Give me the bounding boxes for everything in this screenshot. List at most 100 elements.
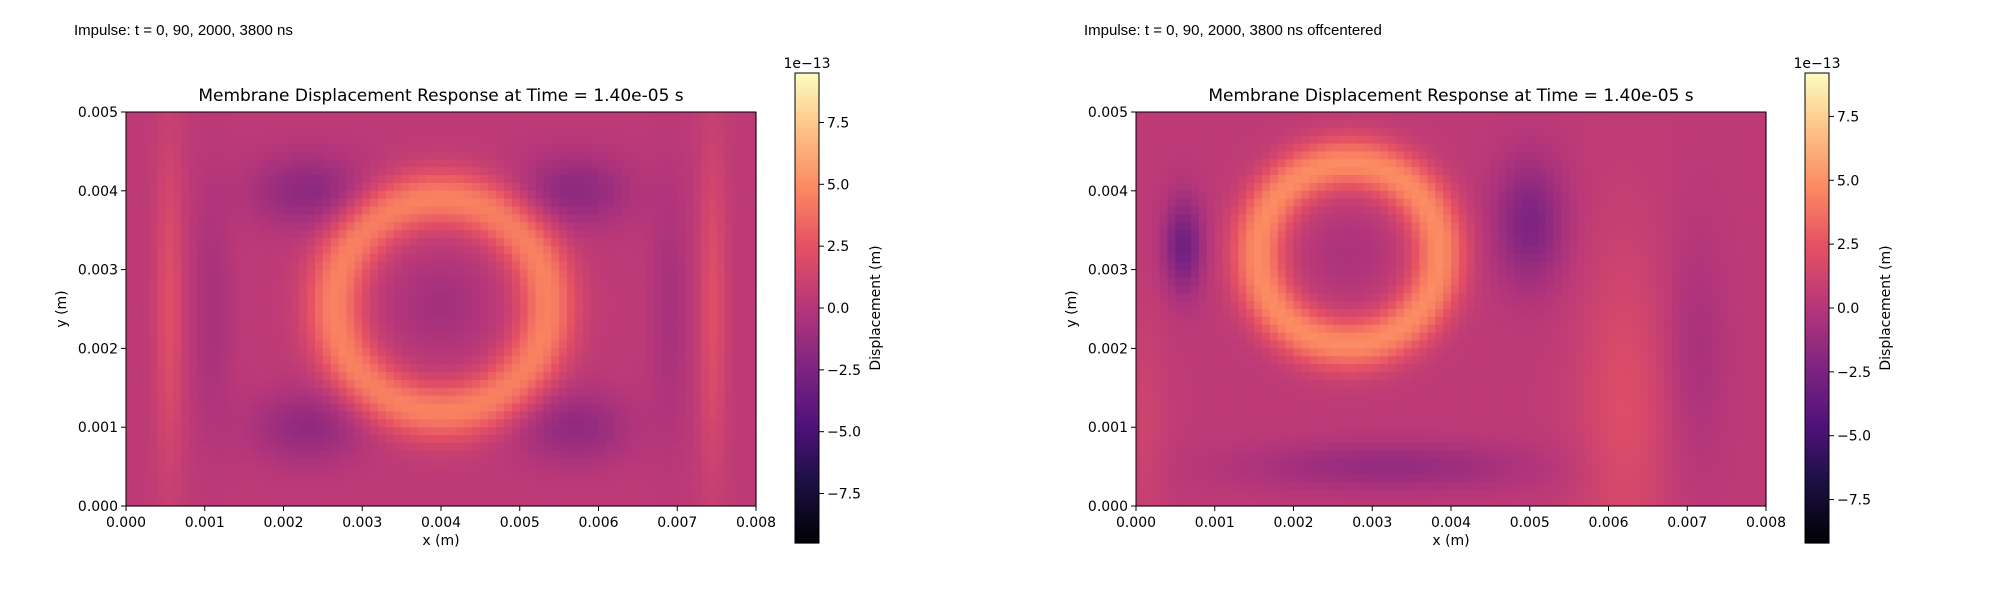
heatmap-cell [456, 269, 466, 279]
heatmap-cell [1647, 151, 1657, 160]
heatmap-cell [307, 379, 316, 389]
heatmap-cell [378, 356, 387, 365]
heatmap-cell [708, 119, 718, 129]
heatmap-cell [1395, 151, 1405, 160]
heatmap-cell [527, 403, 537, 413]
heatmap-cell [622, 442, 631, 452]
heatmap-cell [212, 261, 222, 271]
heatmap-cell [606, 190, 615, 200]
heatmap-cell [417, 135, 426, 145]
colorbar-segment [795, 496, 819, 501]
heatmap-cell [338, 419, 348, 428]
heatmap-cell [448, 348, 458, 357]
heatmap-cell [693, 450, 702, 460]
heatmap-cell [1710, 135, 1720, 145]
heatmap-cell [283, 230, 292, 239]
heatmap-cell [409, 301, 418, 310]
heatmap-cell [362, 285, 371, 294]
heatmap-cell [669, 175, 678, 184]
heatmap-cell [669, 466, 678, 476]
heatmap-cell [724, 435, 733, 444]
heatmap-cell [409, 372, 418, 381]
heatmap-cell [1214, 127, 1224, 137]
heatmap-cell [543, 379, 552, 389]
heatmap-cell [354, 442, 363, 452]
heatmap-cell [748, 490, 757, 499]
heatmap-cell [527, 411, 537, 420]
heatmap-cell [1482, 135, 1491, 145]
heatmap-cell [441, 261, 450, 271]
heatmap-cell [543, 466, 552, 476]
heatmap-cell [315, 482, 324, 491]
heatmap-cell [1758, 112, 1767, 121]
heatmap-cell [1151, 190, 1161, 200]
heatmap-cell [567, 411, 576, 420]
heatmap-cell [598, 245, 607, 255]
heatmap-cell [464, 309, 474, 318]
heatmap-cell [401, 159, 411, 168]
heatmap-cell [716, 238, 726, 247]
heatmap-cell [236, 403, 245, 413]
heatmap-cell [133, 395, 143, 405]
heatmap-cell [1293, 119, 1302, 129]
heatmap-cell [189, 245, 198, 255]
heatmap-cell [433, 135, 442, 145]
heatmap-cell [267, 277, 277, 286]
heatmap-cell [1758, 182, 1767, 192]
heatmap-cell [685, 482, 694, 491]
heatmap-cell [488, 490, 497, 499]
heatmap-cell [196, 230, 206, 239]
heatmap-cell [338, 198, 348, 208]
heatmap-cell [1498, 127, 1507, 137]
heatmap-cell [488, 253, 497, 263]
heatmap-cell [685, 253, 694, 263]
heatmap-cell [181, 427, 190, 436]
heatmap-cell [196, 245, 206, 255]
heatmap-cell [330, 403, 340, 413]
heatmap-cell [378, 309, 387, 318]
heatmap-cell [433, 450, 442, 460]
heatmap-cell [582, 143, 592, 152]
heatmap-cell [740, 269, 749, 279]
heatmap-cell [1695, 175, 1704, 184]
heatmap-cell [133, 143, 143, 152]
heatmap-cell [582, 482, 592, 491]
heatmap-cell [291, 253, 300, 263]
colorbar-segment [795, 511, 819, 517]
heatmap-cell [685, 458, 694, 468]
heatmap-cell [724, 403, 733, 413]
heatmap-cell [181, 182, 190, 192]
heatmap-cell [488, 190, 497, 200]
heatmap-cell [661, 309, 670, 318]
heatmap-cell [1159, 135, 1169, 145]
heatmap-cell [653, 230, 663, 239]
heatmap-cell [480, 293, 489, 302]
heatmap-cell [165, 466, 174, 476]
heatmap-cell [275, 466, 285, 476]
heatmap-cell [370, 175, 379, 184]
heatmap-cell [212, 222, 222, 231]
heatmap-cell [653, 245, 663, 255]
heatmap-cell [315, 127, 324, 137]
heatmap-cell [496, 301, 505, 310]
colorbar-gradient [795, 73, 819, 544]
heatmap-cell [480, 277, 489, 286]
heatmap-cell [433, 277, 442, 286]
heatmap-cell [330, 285, 340, 294]
heatmap-cell [393, 419, 403, 428]
heatmap-cell [220, 253, 229, 263]
heatmap-cell [677, 442, 686, 452]
heatmap-cell [1136, 175, 1145, 184]
heatmap-cell [189, 324, 198, 334]
heatmap-cell [149, 127, 159, 137]
heatmap-cell [480, 151, 489, 160]
heatmap-cell [559, 214, 568, 223]
heatmap-cell [700, 261, 710, 271]
heatmap-cell [590, 175, 600, 184]
colorbar-segment [795, 127, 819, 133]
heatmap-cell [653, 379, 663, 389]
heatmap-cell [614, 143, 623, 152]
heatmap-cell [204, 450, 214, 460]
heatmap-cell [700, 498, 710, 507]
heatmap-cell [259, 427, 269, 436]
